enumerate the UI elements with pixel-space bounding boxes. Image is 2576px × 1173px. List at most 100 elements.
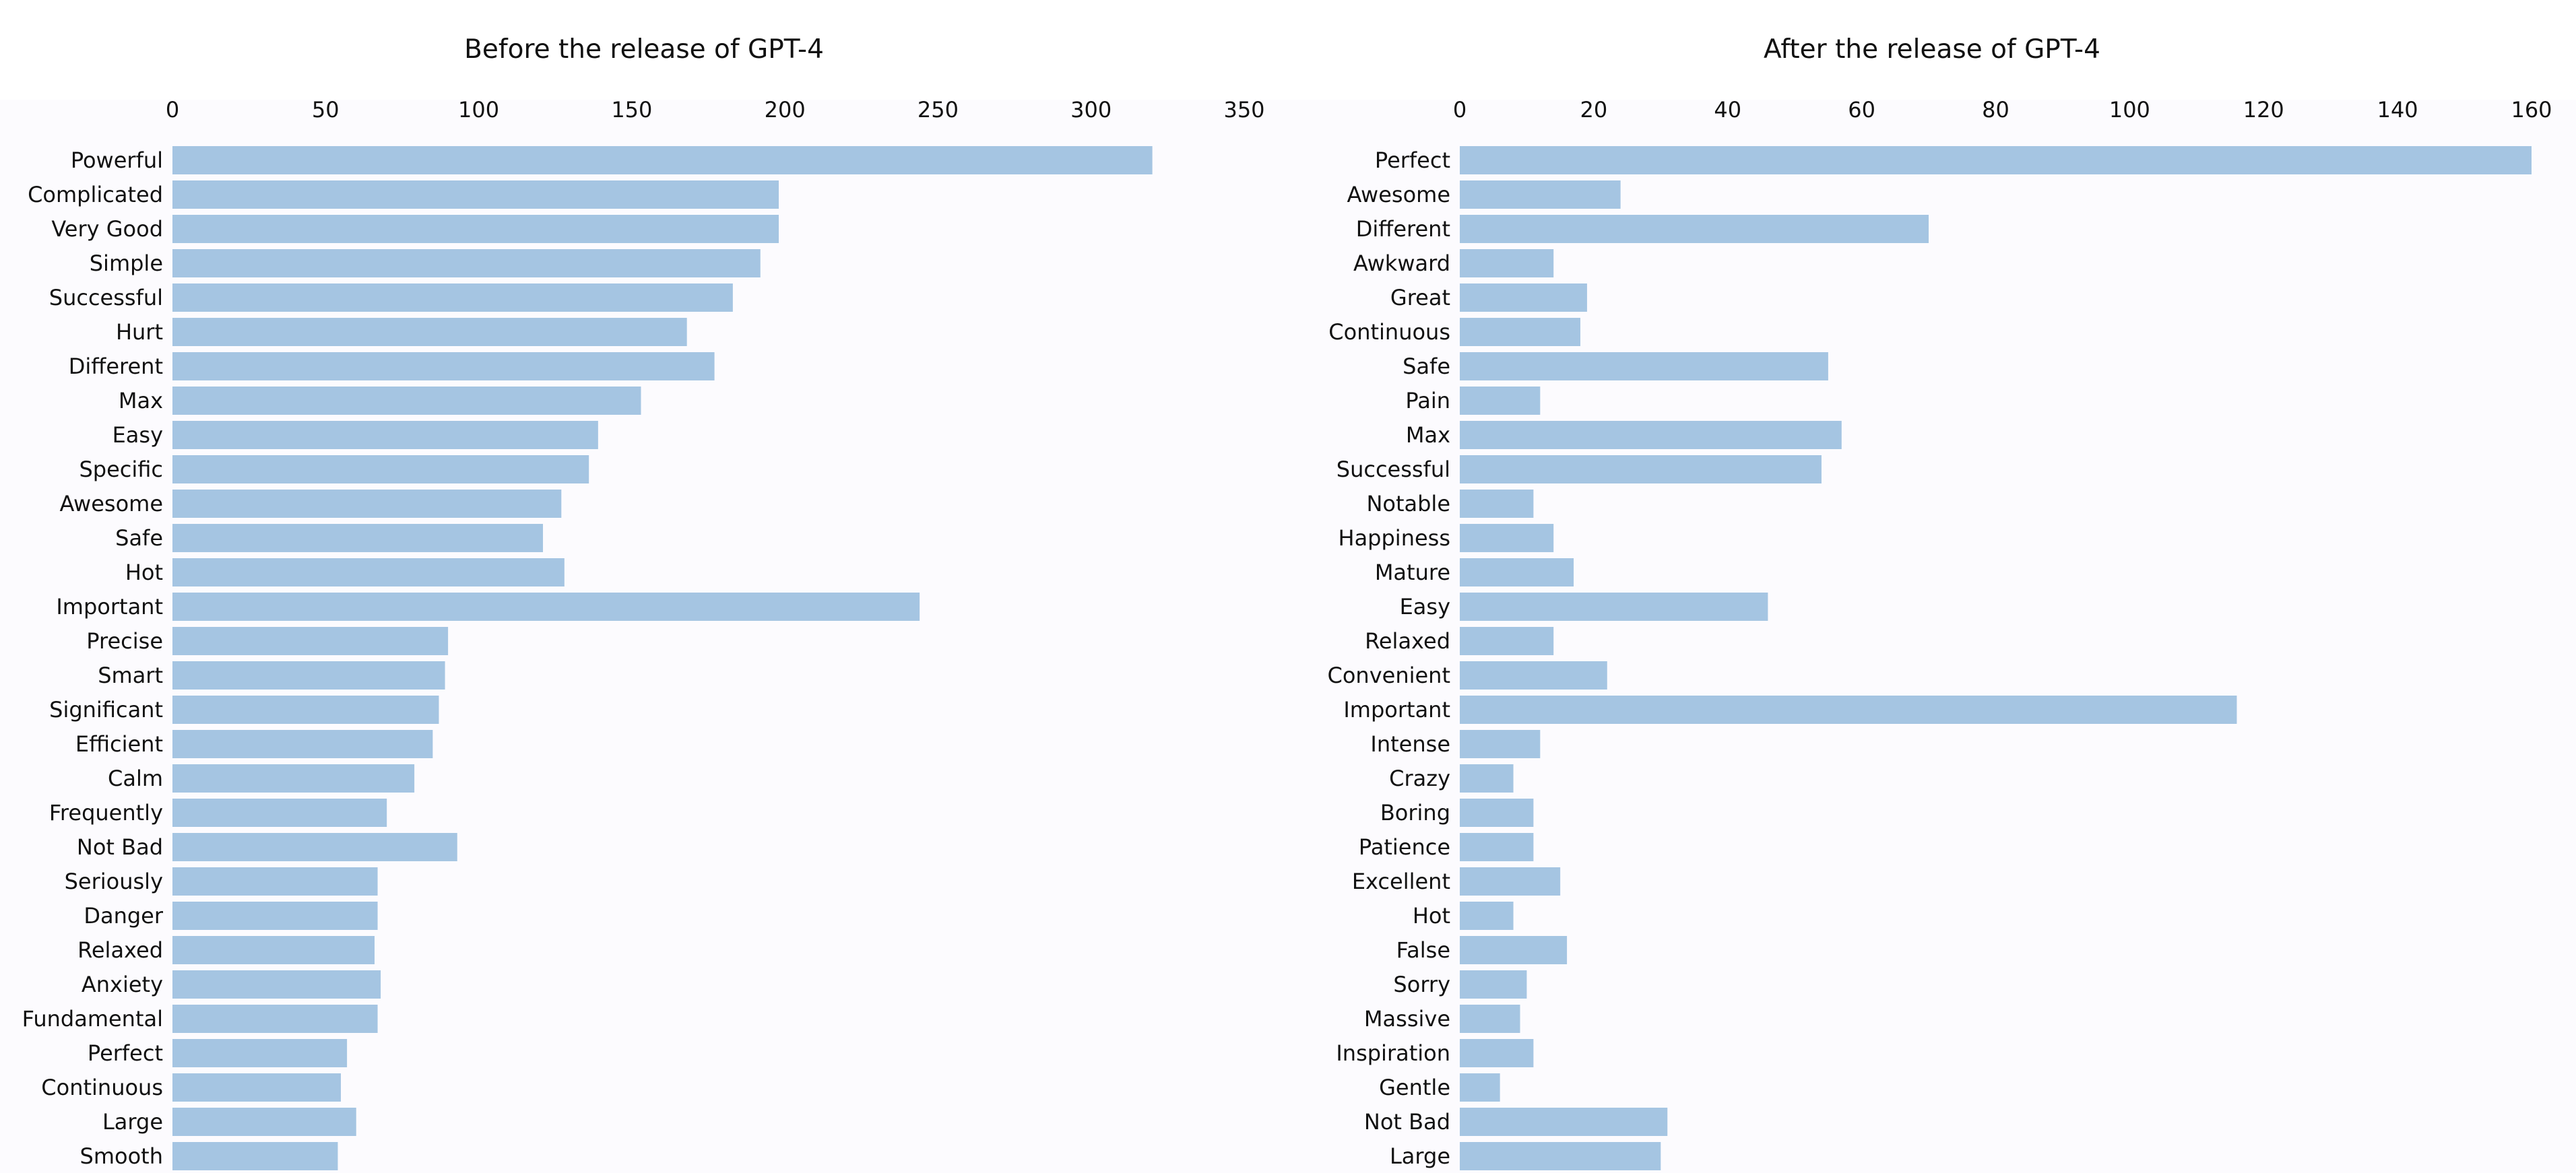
category-label: Boring xyxy=(1380,800,1450,826)
category-label: Important xyxy=(56,594,163,619)
category-label: Max xyxy=(119,388,163,413)
bar xyxy=(1460,387,1541,415)
category-label: Easy xyxy=(112,422,163,448)
bar xyxy=(1460,352,1828,380)
bar xyxy=(172,730,433,758)
category-label: Relaxed xyxy=(77,937,163,963)
category-label: Hurt xyxy=(116,319,163,345)
category-label: Excellent xyxy=(1352,869,1450,894)
bar xyxy=(172,799,387,827)
category-label: Max xyxy=(1406,422,1450,448)
category-label: Smooth xyxy=(80,1143,163,1169)
category-label: Awesome xyxy=(59,491,163,516)
bar xyxy=(172,490,562,518)
category-label: Important xyxy=(1343,697,1450,723)
category-label: Complicated xyxy=(28,182,163,207)
bar xyxy=(1460,936,1568,964)
category-label: Sorry xyxy=(1393,972,1450,997)
category-label: Continuous xyxy=(41,1075,163,1100)
bar xyxy=(1460,1108,1668,1136)
bar xyxy=(172,661,445,690)
category-label: Gentle xyxy=(1379,1075,1450,1100)
category-label: Pain xyxy=(1405,388,1450,413)
bar xyxy=(172,764,415,793)
category-label: Different xyxy=(69,354,163,379)
category-label: Intense xyxy=(1370,731,1450,757)
bar xyxy=(172,283,733,312)
category-label: Specific xyxy=(79,457,163,482)
category-label: Not Bad xyxy=(77,834,163,860)
category-label: Notable xyxy=(1366,491,1450,516)
x-tick-label: 100 xyxy=(458,97,499,123)
category-label: Easy xyxy=(1400,594,1450,619)
bar xyxy=(1460,490,1534,518)
bar xyxy=(1460,524,1554,552)
x-tick-label: 50 xyxy=(312,97,340,123)
bar xyxy=(1460,696,2237,724)
category-label: Mature xyxy=(1375,560,1450,585)
bar xyxy=(1460,627,1554,655)
bar xyxy=(1460,593,1768,621)
bar xyxy=(172,180,779,209)
bar xyxy=(1460,1039,1534,1067)
bar xyxy=(1460,283,1587,312)
category-label: Inspiration xyxy=(1336,1040,1450,1066)
bar xyxy=(1460,249,1554,277)
bar xyxy=(172,1073,342,1102)
category-label: Patience xyxy=(1359,834,1450,860)
bar xyxy=(1460,1142,1661,1170)
bar xyxy=(172,146,1153,174)
bar xyxy=(1460,318,1580,346)
bar xyxy=(172,696,439,724)
category-label: Large xyxy=(102,1109,163,1135)
category-label: Safe xyxy=(115,525,163,551)
bar xyxy=(172,593,920,621)
category-label: Precise xyxy=(86,628,163,654)
category-label: Happiness xyxy=(1339,525,1451,551)
bar xyxy=(1460,146,2532,174)
chart-before-gpt4: Before the release of GPT-4 0 50 100 150 200… xyxy=(0,34,1288,1173)
bar xyxy=(1460,764,1514,793)
category-label: Safe xyxy=(1403,354,1450,379)
chart-after-gpt4: After the release of GPT-4 0 20 40 60 80 100 1… xyxy=(1288,34,2576,1173)
x-tick-label: 60 xyxy=(1848,97,1875,123)
category-label: Large xyxy=(1390,1143,1450,1169)
bar xyxy=(172,1005,378,1033)
category-label: Awkward xyxy=(1353,250,1450,276)
bar xyxy=(1460,867,1561,896)
bar xyxy=(172,936,375,964)
bar xyxy=(172,1142,338,1170)
bar xyxy=(172,970,381,999)
bar xyxy=(172,352,715,380)
bar xyxy=(1460,661,1607,690)
bar xyxy=(172,1108,356,1136)
bar xyxy=(172,387,641,415)
category-label: Danger xyxy=(84,903,164,929)
x-tick-label: 100 xyxy=(2109,97,2150,123)
x-tick-label: 150 xyxy=(611,97,652,123)
bar xyxy=(1460,730,1541,758)
category-label: Simple xyxy=(90,250,163,276)
category-label: Efficient xyxy=(75,731,163,757)
category-label: Different xyxy=(1356,216,1450,242)
bar xyxy=(1460,455,1822,483)
category-label: Convenient xyxy=(1327,663,1450,688)
bar xyxy=(172,627,449,655)
category-label: Powerful xyxy=(71,147,163,173)
x-tick-label: 300 xyxy=(1070,97,1112,123)
bar xyxy=(1460,799,1534,827)
bar xyxy=(1460,180,1621,209)
category-label: Massive xyxy=(1364,1006,1450,1032)
category-label: Very Good xyxy=(51,216,163,242)
category-label: False xyxy=(1396,937,1450,963)
bar xyxy=(1460,215,1929,243)
bar xyxy=(172,558,565,586)
bar xyxy=(1460,970,1527,999)
category-label: Successful xyxy=(49,285,163,310)
category-label: Frequently xyxy=(49,800,163,826)
x-tick-label: 250 xyxy=(917,97,959,123)
category-label: Relaxed xyxy=(1365,628,1450,654)
category-label: Great xyxy=(1390,285,1450,310)
x-tick-label: 0 xyxy=(166,97,179,123)
x-tick-label: 40 xyxy=(1714,97,1741,123)
